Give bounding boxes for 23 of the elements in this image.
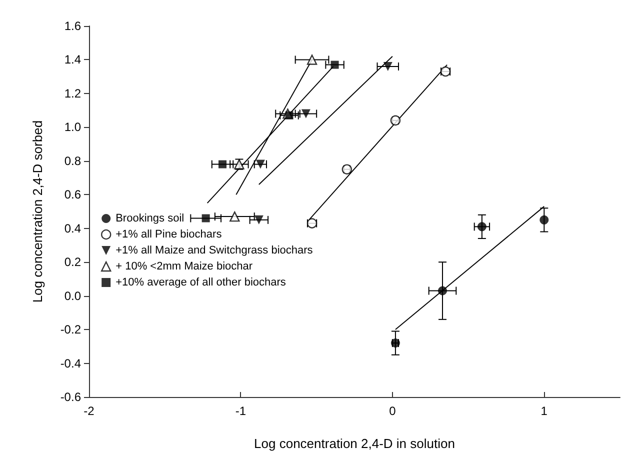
x-tick-label: -1 [235,404,246,418]
y-tick-label: 1.0 [64,120,82,134]
y-tick-label: 0.4 [64,221,82,236]
y-tick-label: 0.8 [64,154,82,168]
legend-label: +1% all Maize and Switchgrass biochars [116,244,314,256]
legend-label: +10% average of all other biochars [116,276,286,288]
x-axis-title: Log concentration 2,4-D in solution [254,436,455,451]
x-tick-label: 0 [389,404,396,418]
x-tick-label: 1 [540,404,548,418]
legend-label: + 10% <2mm Maize biochar [116,260,253,272]
y-tick-label: 0.6 [64,188,82,202]
y-tick-label: 1.2 [64,86,82,100]
y-axis-title: Log concentration 2,4-D sorbed [30,120,45,303]
y-tick-label: 1.6 [64,19,82,33]
x-tick-label: -2 [84,404,95,418]
y-tick-label: 1.4 [64,52,82,67]
legend-label: +1% all Pine biochars [116,228,222,240]
y-tick-label: 0.2 [64,255,82,270]
y-tick-label: -0.4 [60,356,82,370]
y-tick-label: 0.0 [64,288,82,303]
y-tick-label: -0.2 [60,322,82,337]
legend-label: Brookings soil [116,212,184,224]
y-tick-label: -0.6 [60,390,82,404]
